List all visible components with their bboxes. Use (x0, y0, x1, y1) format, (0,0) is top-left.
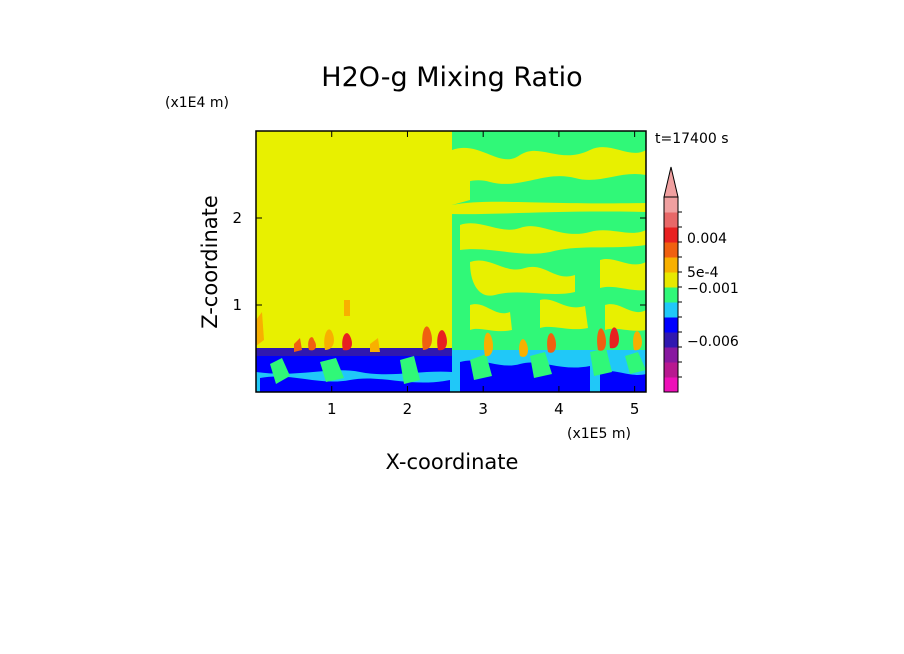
colorbar-swatch (664, 212, 678, 228)
time-label: t=17400 s (655, 131, 729, 147)
right-yellow-streaks (452, 147, 646, 332)
colorbar-swatch (664, 287, 678, 303)
colorbar-swatch (664, 377, 678, 393)
colorbar-label-0004: 0.004 (687, 231, 727, 247)
colorbar-frame (663, 196, 679, 393)
colorbar-label-5e-4: 5e-4 (687, 265, 719, 281)
colorbar-swatch (664, 227, 678, 243)
plot-area (255, 130, 647, 393)
left-dark-blue-layer (256, 348, 452, 356)
plot-frame (255, 130, 647, 393)
colorbar-swatch (664, 272, 678, 288)
chart-title: H2O-g Mixing Ratio (321, 62, 582, 93)
x-axis: 1 2 3 4 5 (327, 131, 639, 418)
colorbar-swatch (664, 317, 678, 333)
y-axis: 12 (232, 209, 646, 314)
x-unit-label: (x1E5 m) (567, 426, 631, 442)
colorbar-label-minus-0006: −0.006 (687, 334, 739, 350)
boundary-green-patches (270, 348, 646, 384)
colorbar-swatch (664, 302, 678, 318)
plumes (256, 300, 642, 357)
field-left-yellow (256, 131, 452, 350)
colorbar-swatch (664, 197, 678, 213)
y-tick-label: 2 (232, 209, 242, 227)
x-tick-label: 2 (403, 400, 413, 418)
colorbar (663, 166, 682, 393)
colorbar-swatch (664, 242, 678, 258)
y-tick-label: 1 (232, 296, 242, 314)
x-tick-label: 5 (630, 400, 640, 418)
y-axis-label: Z-coordinate (198, 195, 222, 329)
x-tick-label: 3 (478, 400, 488, 418)
x-tick-label: 1 (327, 400, 337, 418)
x-axis-label: X-coordinate (386, 450, 519, 474)
colorbar-swatch (664, 362, 678, 378)
colorbar-swatch (664, 257, 678, 273)
y-unit-label: (x1E4 m) (165, 95, 229, 111)
colorbar-swatch (664, 347, 678, 363)
x-tick-label: 4 (554, 400, 564, 418)
colorbar-extend-arrow (663, 166, 679, 198)
colorbar-label-minus-0001: −0.001 (687, 281, 739, 297)
colorbar-swatch (664, 332, 678, 348)
